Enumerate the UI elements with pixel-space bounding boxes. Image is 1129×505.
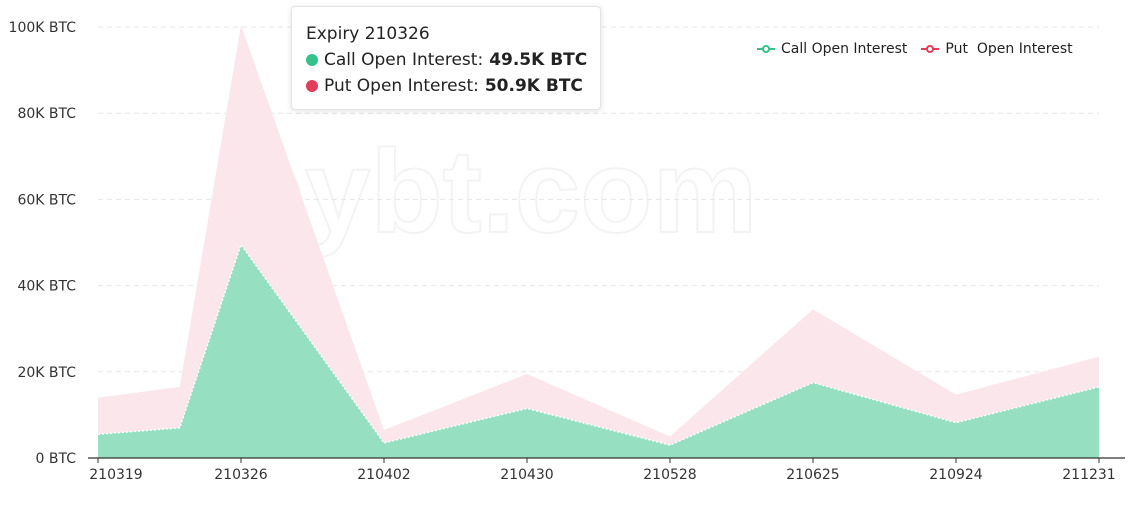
legend-item-put[interactable]: Put Open Interest xyxy=(921,41,1073,57)
x-tick-label: 210625 xyxy=(786,467,839,483)
tooltip-row-call: Call Open Interest: 49.5K BTC xyxy=(306,47,600,73)
y-tick-label: 80K BTC xyxy=(17,106,76,122)
x-axis-ticks: 210319 210326 210402 210430 210528 210625 2109… xyxy=(89,458,1116,483)
legend-label-put: Put Open Interest xyxy=(945,41,1073,57)
tooltip: Expiry 210326 Call Open Interest: 49.5K … xyxy=(291,6,601,110)
call-open-interest-area[interactable] xyxy=(98,244,1099,458)
put-legend-icon xyxy=(921,44,940,54)
put-open-interest-area[interactable] xyxy=(98,25,1099,446)
tooltip-call-value: 49.5K BTC xyxy=(489,50,588,70)
watermark: bybt.com xyxy=(233,126,758,258)
y-tick-label: 100K BTC xyxy=(9,20,77,36)
legend: Call Open Interest Put Open Interest xyxy=(757,41,1087,57)
x-tick-label: 210528 xyxy=(643,467,696,483)
legend-label-call: Call Open Interest xyxy=(781,41,908,57)
call-legend-icon xyxy=(757,44,775,54)
y-tick-label: 60K BTC xyxy=(17,192,76,208)
tooltip-call-label: Call Open Interest: xyxy=(324,50,484,70)
y-axis-ticks: 0 BTC 20K BTC 40K BTC 60K BTC 80K BTC 100K BT… xyxy=(9,20,77,467)
x-tick-label: 210924 xyxy=(929,467,983,483)
x-tick-label: 211231 xyxy=(1062,467,1115,483)
x-tick-label: 210402 xyxy=(357,467,410,483)
x-tick-label: 210319 xyxy=(89,467,142,483)
y-tick-label: 20K BTC xyxy=(17,365,76,381)
tooltip-row-put: Put Open Interest: 50.9K BTC xyxy=(306,73,600,99)
tooltip-put-label: Put Open Interest: xyxy=(324,76,479,96)
y-tick-label: 40K BTC xyxy=(17,279,76,295)
tooltip-put-value: 50.9K BTC xyxy=(484,76,583,96)
x-tick-label: 210326 xyxy=(214,467,268,483)
call-open-interest-line xyxy=(97,243,1100,446)
y-tick-label: 0 BTC xyxy=(36,451,77,467)
tooltip-title: Expiry 210326 xyxy=(306,24,430,44)
x-tick-label: 210430 xyxy=(500,467,553,483)
put-dot-icon xyxy=(306,80,318,92)
legend-item-call[interactable]: Call Open Interest xyxy=(757,41,907,57)
call-dot-icon xyxy=(306,54,318,66)
